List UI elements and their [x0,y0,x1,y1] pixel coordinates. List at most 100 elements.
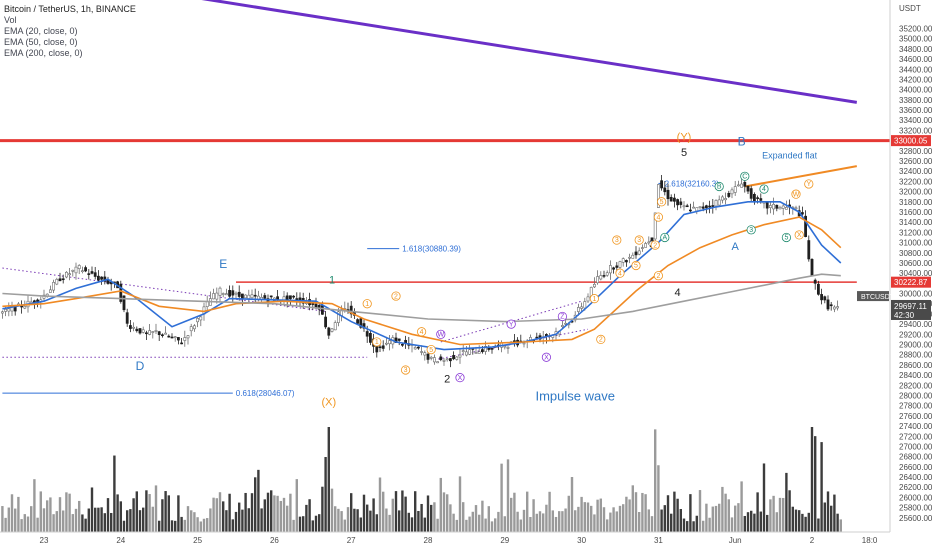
wave-label: 4 [420,329,424,336]
wave-label: 5 [784,235,788,242]
candle-body [650,237,654,241]
volume-bar [292,519,295,532]
volume-bar [590,505,593,532]
wave-circle [612,235,622,245]
time-tick-label: 30 [577,536,586,545]
candle-body [714,200,718,207]
volume-bar [129,509,132,532]
candle-body [420,351,424,353]
volume-bar [276,495,279,532]
wave-label: X [544,354,549,361]
volume-bar [87,508,90,532]
indicator-vol[interactable]: Vol [4,15,17,25]
candle-body [151,331,155,333]
price-tick-label: 26400.00 [899,473,932,482]
candle-body [490,348,494,350]
candle-body [320,305,324,315]
volume-bar [804,516,807,532]
volume-bar [772,495,775,532]
plot-area: 1.618(30880.39) 0.618(28046.07) 2.618(3216… [0,0,890,532]
candle-body [193,325,196,330]
volume-bar [478,514,481,532]
price-tick-label: 31400.00 [899,218,932,227]
wave-circle [557,311,568,322]
price-tick-label: 26600.00 [899,463,932,472]
volume-bar [154,485,158,532]
candle-body [55,279,59,285]
time-tick-label: 18:0 [862,536,878,545]
volume-bar [462,502,465,532]
volume-bar [791,506,794,532]
volume-bar [279,500,282,532]
volume-bar [807,512,810,532]
volume-bar [330,488,334,532]
candle-body [324,316,328,328]
volume-bar [753,513,756,532]
wave-circle [541,352,552,362]
volume-bar [545,504,548,532]
indicator-ema20[interactable]: EMA (20, close, 0) [4,26,78,36]
candle-body [442,359,446,362]
volume-bar [810,427,814,532]
candle-body [288,295,292,300]
wave-label: 1 [329,274,335,286]
candle-body [397,338,401,341]
price-tick-label: 30600.00 [899,259,932,268]
volume-bar [318,514,321,532]
wave-label: Y [509,321,514,328]
volume-bar [145,490,148,532]
candle-body [752,194,756,202]
candle-body [81,270,84,273]
wave-label: 1 [365,301,369,308]
candle-body [221,293,225,295]
volume-bar [238,502,241,532]
candle-body [23,305,27,309]
volume-bar [26,516,30,532]
candles [0,174,840,368]
indicator-ema200[interactable]: EMA (200, close, 0) [4,48,83,58]
candle-body [695,207,699,212]
volume-bar [561,511,564,532]
candle-body [416,346,420,349]
price-tick-label: 32200.00 [899,177,932,186]
candle-body [800,212,804,215]
time-axis [0,532,932,550]
volume-bar [526,491,529,532]
volume-bar [308,499,311,532]
volume-bar [500,463,503,532]
wave-label: 5 [660,199,664,206]
wave-label: 5 [429,347,433,354]
volume-bar [682,518,686,532]
wave-circle [455,373,465,383]
volume-bar [36,517,39,532]
volume-bar [670,513,673,532]
indicator-ema50[interactable]: EMA (50, close, 0) [4,37,78,47]
candle-body [727,192,731,197]
volume-bar [106,498,110,532]
volume-bar [759,511,762,532]
symbol-title[interactable]: Bitcoin / TetherUS, 1h, BINANCE [4,4,136,14]
volume-bar [327,427,330,532]
volume-bar [260,508,263,532]
wave-circle [362,299,372,309]
wave-label: Expanded flat [762,150,818,160]
volume-bar [750,510,753,532]
wave-label: 4 [656,214,660,221]
volume-bar [686,521,689,532]
price-tick-label: 26000.00 [899,493,932,502]
volume-bar [174,520,177,532]
candle-body [7,308,11,312]
candle-body [384,342,388,345]
volume-bar [788,490,791,532]
time-tick-label: 24 [116,536,125,545]
candle-body [637,250,641,255]
candle-body [311,303,315,305]
wave-circle [426,345,436,355]
candle-body [234,292,238,295]
candle-body [125,312,129,324]
candle-body [327,327,331,336]
candle-body [119,283,123,302]
candle-body [576,307,580,312]
volume-bar [702,520,705,532]
